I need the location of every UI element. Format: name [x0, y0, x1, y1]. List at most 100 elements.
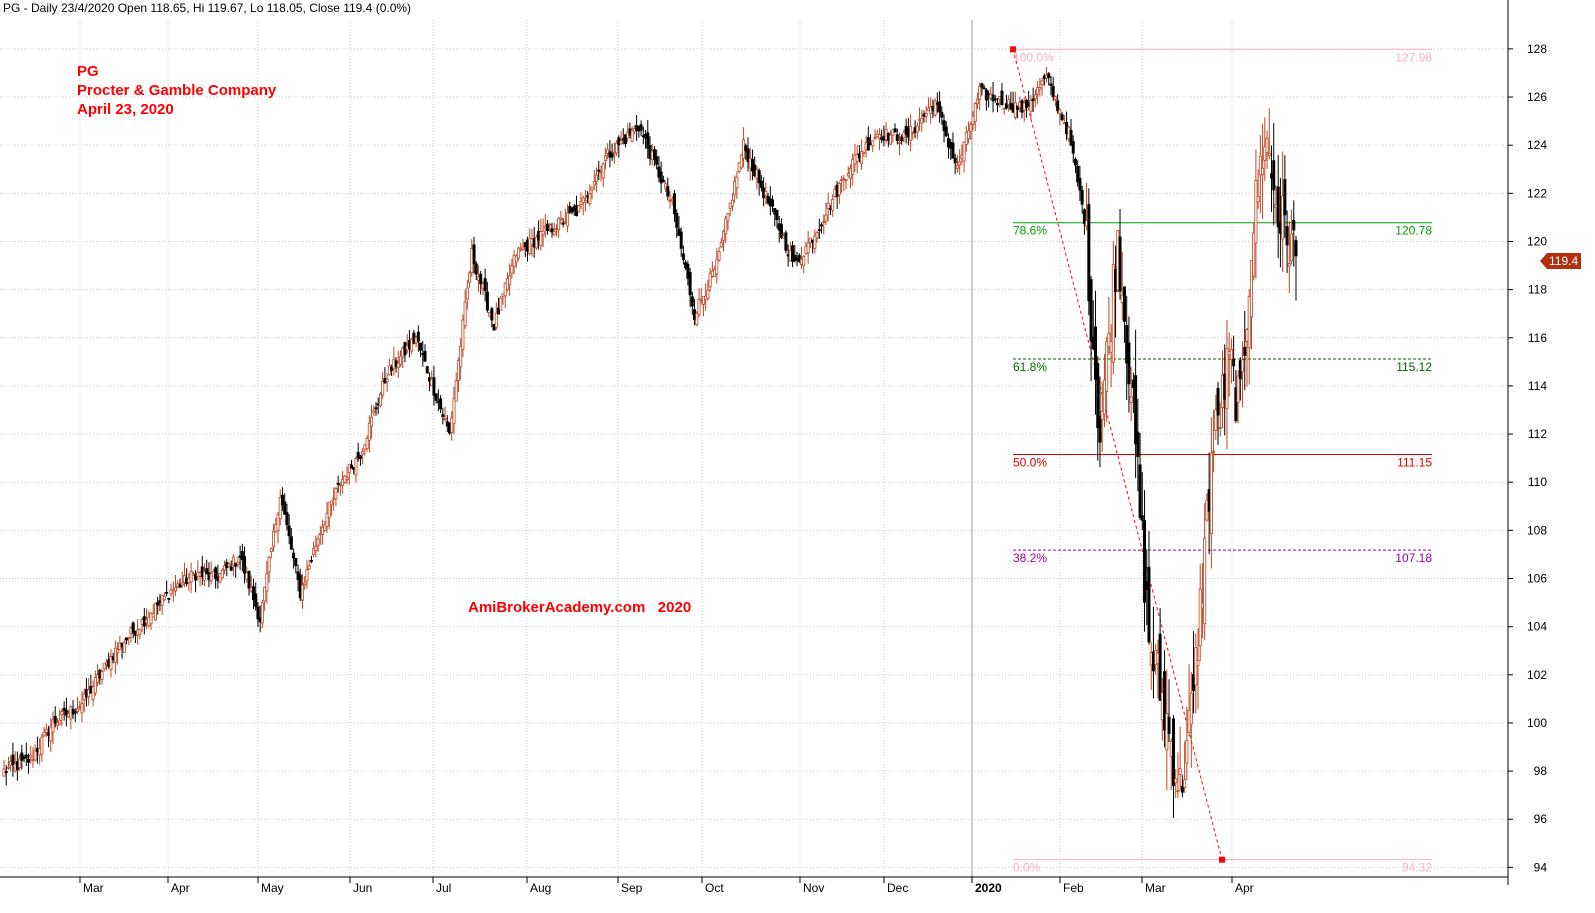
last-price-tag-shape: [1540, 253, 1581, 269]
candle-up: [871, 140, 875, 147]
candle-up: [100, 671, 104, 680]
candle-up: [93, 677, 97, 694]
candle-down: [1276, 186, 1280, 228]
candle-up: [1256, 196, 1260, 203]
candle-down: [1163, 671, 1167, 731]
candle-down: [73, 711, 77, 714]
candle-up: [577, 205, 581, 212]
candle-up: [877, 134, 881, 139]
fib-value-label: 111.15: [1397, 456, 1432, 470]
y-tick-label: 110: [1528, 475, 1547, 489]
candle-up: [385, 378, 389, 383]
candle-up: [169, 589, 173, 595]
y-tick-label: 120: [1527, 234, 1547, 248]
fib-anchor-low: [1219, 856, 1225, 863]
candle-down: [416, 331, 420, 342]
candle-up: [831, 198, 835, 211]
candle-down: [64, 709, 68, 716]
candle-down: [775, 210, 779, 220]
candle-up: [461, 319, 465, 350]
candle-up: [715, 258, 719, 275]
candle-up: [76, 708, 80, 712]
candle-down: [234, 562, 238, 567]
candle-up: [592, 180, 596, 186]
candle-up: [1176, 790, 1180, 793]
candle-up: [329, 500, 333, 506]
candle-down: [953, 157, 957, 164]
candle-down: [797, 255, 801, 262]
candle-up: [962, 141, 966, 162]
candle-down: [214, 567, 218, 579]
candle-down: [472, 244, 476, 265]
candle-up: [726, 213, 730, 222]
candle-up: [824, 214, 828, 222]
candle-down: [791, 245, 795, 262]
candle-up: [1129, 396, 1133, 403]
candle-up: [508, 275, 512, 286]
candle-down: [167, 597, 171, 600]
candle-up: [96, 674, 100, 683]
candle-down: [390, 366, 394, 371]
candle-up: [739, 154, 743, 169]
y-tick-label: 98: [1534, 764, 1548, 778]
candle-up: [724, 218, 728, 234]
candle-down: [423, 350, 427, 362]
candle-down: [673, 193, 677, 215]
candle-up: [619, 140, 623, 145]
candle-up: [1105, 341, 1109, 392]
x-tick-label: 2020: [975, 881, 1002, 895]
candle-up: [367, 422, 371, 441]
y-tick-label: 122: [1527, 186, 1547, 200]
candle-down: [1283, 178, 1287, 216]
x-tick-label: Feb: [1063, 881, 1084, 895]
candle-up: [1174, 778, 1178, 784]
x-tick-label: Oct: [705, 881, 724, 895]
candle-up: [138, 628, 142, 636]
x-tick-label: Nov: [803, 881, 824, 895]
candle-up: [227, 563, 231, 567]
candle-down: [1031, 98, 1035, 101]
candle-up: [42, 732, 46, 737]
candle-up: [1033, 94, 1037, 99]
candle-down: [125, 637, 129, 641]
candle-down: [679, 231, 683, 249]
candle-up: [1229, 348, 1233, 360]
candle-down: [980, 83, 984, 88]
candle-up: [1241, 359, 1245, 372]
candle-up: [1058, 109, 1062, 115]
candle-down: [1004, 103, 1008, 109]
candle-down: [294, 557, 298, 566]
candle-up: [454, 380, 458, 402]
candle-down: [485, 291, 489, 311]
candle-up: [365, 438, 369, 450]
candle-down: [292, 552, 296, 559]
candle-down: [247, 571, 251, 589]
candle-down: [623, 134, 627, 144]
candle-up: [209, 573, 213, 582]
candle-up: [1102, 379, 1106, 415]
candle-up: [1198, 588, 1202, 647]
candle-down: [1294, 240, 1298, 257]
candle-up: [1249, 260, 1253, 318]
candle-down: [243, 556, 247, 574]
candle-down: [546, 223, 550, 232]
candle-up: [708, 273, 712, 288]
candle-up: [1290, 233, 1294, 262]
candle-up: [889, 134, 893, 145]
candle-down: [1134, 375, 1138, 445]
x-tick-label: Apr: [1235, 881, 1254, 895]
candle-down: [1171, 718, 1175, 787]
candle-down: [1047, 73, 1051, 79]
candle-down: [205, 568, 209, 575]
candle-layer: [2, 66, 1298, 819]
candle-up: [860, 151, 864, 165]
candle-down: [597, 169, 601, 172]
candle-down: [439, 398, 443, 410]
candle-up: [873, 136, 877, 139]
candle-up: [410, 338, 414, 352]
candle-up: [44, 728, 48, 733]
y-tick-label: 104: [1527, 620, 1547, 634]
candle-up: [231, 556, 235, 566]
candle-up: [263, 586, 267, 602]
